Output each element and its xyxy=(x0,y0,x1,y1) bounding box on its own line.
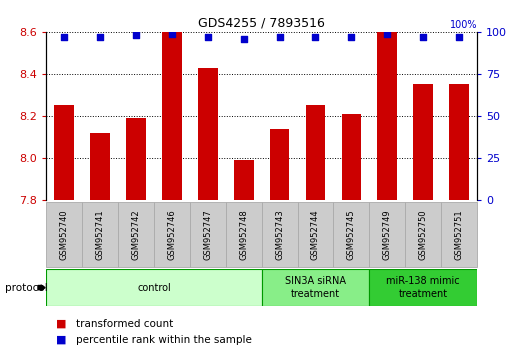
Bar xyxy=(54,105,74,200)
Text: GSM952740: GSM952740 xyxy=(60,209,69,260)
Point xyxy=(240,36,248,41)
FancyBboxPatch shape xyxy=(46,269,262,306)
Text: GSM952750: GSM952750 xyxy=(419,209,428,260)
Point xyxy=(383,31,391,36)
Title: GDS4255 / 7893516: GDS4255 / 7893516 xyxy=(198,16,325,29)
Point xyxy=(168,31,176,36)
Text: GSM952741: GSM952741 xyxy=(95,209,105,260)
FancyBboxPatch shape xyxy=(369,202,405,267)
Text: GSM952747: GSM952747 xyxy=(203,209,212,260)
Point xyxy=(419,34,427,40)
Bar xyxy=(234,160,253,200)
Point xyxy=(311,34,320,40)
Bar xyxy=(378,32,397,200)
Text: GSM952748: GSM952748 xyxy=(239,209,248,260)
Text: miR-138 mimic
treatment: miR-138 mimic treatment xyxy=(386,276,460,299)
FancyBboxPatch shape xyxy=(226,202,262,267)
Point xyxy=(60,34,68,40)
Point xyxy=(132,33,140,38)
FancyBboxPatch shape xyxy=(118,202,154,267)
Text: transformed count: transformed count xyxy=(76,319,173,329)
Text: GSM952751: GSM952751 xyxy=(455,209,464,260)
Bar xyxy=(342,114,361,200)
FancyBboxPatch shape xyxy=(190,202,226,267)
FancyBboxPatch shape xyxy=(441,202,477,267)
Text: ■: ■ xyxy=(56,319,67,329)
Text: protocol: protocol xyxy=(5,282,48,293)
Text: ■: ■ xyxy=(56,335,67,345)
FancyArrow shape xyxy=(38,285,45,290)
Point xyxy=(204,34,212,40)
Text: percentile rank within the sample: percentile rank within the sample xyxy=(76,335,252,345)
FancyBboxPatch shape xyxy=(333,202,369,267)
FancyBboxPatch shape xyxy=(154,202,190,267)
FancyBboxPatch shape xyxy=(46,202,82,267)
Point xyxy=(347,34,356,40)
FancyBboxPatch shape xyxy=(369,269,477,306)
Bar xyxy=(306,105,325,200)
Text: 100%: 100% xyxy=(449,20,477,30)
FancyBboxPatch shape xyxy=(298,202,333,267)
Text: GSM952744: GSM952744 xyxy=(311,209,320,260)
Bar xyxy=(270,129,289,200)
Text: GSM952746: GSM952746 xyxy=(167,209,176,260)
FancyBboxPatch shape xyxy=(262,269,369,306)
Text: control: control xyxy=(137,282,171,293)
Text: GSM952743: GSM952743 xyxy=(275,209,284,260)
Point xyxy=(275,34,284,40)
Bar xyxy=(198,68,218,200)
Text: GSM952742: GSM952742 xyxy=(131,209,141,260)
FancyBboxPatch shape xyxy=(405,202,441,267)
Bar xyxy=(126,118,146,200)
Text: GSM952749: GSM952749 xyxy=(383,209,392,260)
Bar xyxy=(449,84,469,200)
FancyBboxPatch shape xyxy=(262,202,298,267)
Bar xyxy=(413,84,433,200)
Text: SIN3A siRNA
treatment: SIN3A siRNA treatment xyxy=(285,276,346,299)
Text: GSM952745: GSM952745 xyxy=(347,209,356,260)
Point xyxy=(96,34,104,40)
Point xyxy=(455,34,463,40)
FancyBboxPatch shape xyxy=(82,202,118,267)
Bar xyxy=(90,133,110,200)
Bar xyxy=(162,32,182,200)
